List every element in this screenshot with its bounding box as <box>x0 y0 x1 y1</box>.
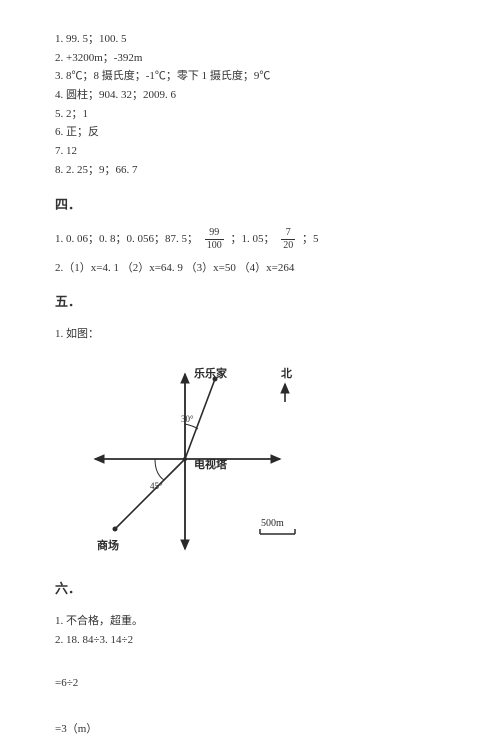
svg-text:30°: 30° <box>181 414 194 424</box>
section-4-header: 四． <box>55 194 445 216</box>
sec6-l1: 1. 不合格，超重。 <box>55 612 445 631</box>
diagram-container: 乐乐家商场 30° 45° 电视塔 北 500m <box>55 354 445 564</box>
svg-text:商场: 商场 <box>97 538 119 552</box>
ans-6: 6. 正；反 <box>55 123 445 142</box>
ans-3: 3. 8℃；8 摄氏度；-1℃；零下 1 摄氏度；9℃ <box>55 67 445 86</box>
frac2-den: 20 <box>281 240 295 251</box>
sec6-l2: 2. 18. 84÷3. 14÷2 <box>55 631 445 650</box>
sec4-line2: 2.（1）x=4. 1 （2）x=64. 9 （3）x=50 （4）x=264 <box>55 259 445 278</box>
frac1-den: 100 <box>205 240 224 251</box>
frac1-num: 99 <box>205 228 224 240</box>
ans-8: 8. 2. 25；9；66. 7 <box>55 161 445 180</box>
ans-7: 7. 12 <box>55 142 445 161</box>
svg-text:北: 北 <box>281 366 292 380</box>
sec4-l1-c: ；5 <box>302 233 319 245</box>
fraction-1: 99 100 <box>205 228 224 251</box>
fraction-2: 7 20 <box>281 228 295 251</box>
sec4-l1-a: 1. 0. 06；0. 8；0. 056；87. 5； <box>55 233 198 245</box>
direction-diagram: 乐乐家商场 30° 45° 电视塔 北 500m <box>55 354 335 564</box>
section-6-header: 六． <box>55 578 445 600</box>
sec4-l1-b: ；1. 05； <box>231 233 275 245</box>
svg-text:500m: 500m <box>261 518 284 529</box>
answers-block: 1. 99. 5；100. 5 2. +3200m；-392m 3. 8℃；8 … <box>55 30 445 180</box>
ans-4: 4. 圆柱；904. 32；2009. 6 <box>55 86 445 105</box>
sec4-line1: 1. 0. 06；0. 8；0. 056；87. 5； 99 100 ；1. 0… <box>55 228 445 251</box>
ans-5: 5. 2；1 <box>55 105 445 124</box>
ans-2: 2. +3200m；-392m <box>55 49 445 68</box>
svg-text:乐乐家: 乐乐家 <box>194 366 228 380</box>
svg-text:电视塔: 电视塔 <box>194 457 228 471</box>
ans-1: 1. 99. 5；100. 5 <box>55 30 445 49</box>
sec6-step1: =6÷2 <box>55 674 445 693</box>
section-5-header: 五． <box>55 291 445 313</box>
sec6-step2: =3（m） <box>55 720 445 739</box>
sec5-label: 1. 如图： <box>55 325 445 344</box>
svg-text:45°: 45° <box>150 481 163 491</box>
frac2-num: 7 <box>281 228 295 240</box>
